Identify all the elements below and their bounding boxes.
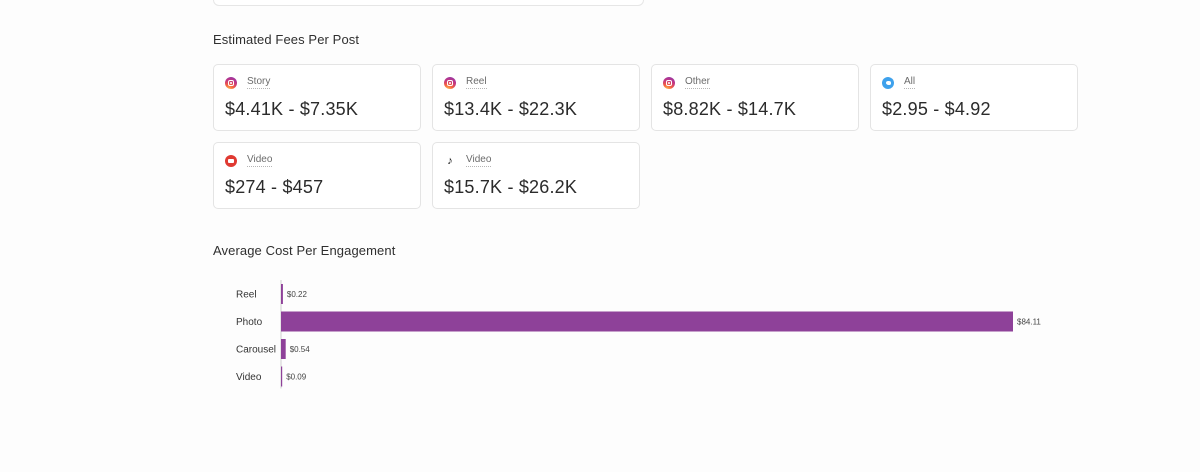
twitter-icon (882, 76, 894, 89)
cost-per-engagement-chart: Reel $0.22 Photo $84.11 Carousel $0.54 Video $0… (213, 278, 1113, 390)
fee-range: $13.4K - $22.3K (444, 99, 578, 119)
instagram-icon (444, 76, 456, 89)
category-label: Reel (236, 290, 257, 301)
fee-card-twitter-all[interactable]: All $2.95 - $4.92 (870, 64, 1078, 131)
bar-carousel[interactable] (281, 339, 286, 359)
fee-range: $274 - $457 (225, 177, 324, 197)
fees-section-title: Estimated Fees Per Post (213, 32, 360, 47)
value-label: $0.09 (286, 373, 307, 382)
fee-type-label[interactable]: Reel (466, 76, 487, 89)
fee-type-label[interactable]: Video (247, 154, 273, 167)
fee-card-instagram-story[interactable]: Story $4.41K - $7.35K (213, 64, 421, 131)
previous-card-edge (213, 0, 644, 6)
instagram-icon (663, 76, 675, 89)
fee-card-instagram-other[interactable]: Other $8.82K - $14.7K (651, 64, 859, 131)
fee-range: $2.95 - $4.92 (882, 99, 991, 119)
fee-type-label[interactable]: Story (247, 76, 271, 89)
category-label: Video (236, 372, 262, 383)
value-label: $84.11 (1017, 318, 1041, 327)
fee-card-youtube-video[interactable]: Video $274 - $457 (213, 142, 421, 209)
youtube-icon (225, 154, 237, 167)
bar-chart-svg: Reel $0.22 Photo $84.11 Carousel $0.54 Video $0… (236, 280, 1041, 389)
fee-card-tiktok-video[interactable]: ♪ Video $15.7K - $26.2K (432, 142, 640, 209)
engagement-section-title: Average Cost Per Engagement (213, 243, 396, 258)
fee-range: $8.82K - $14.7K (663, 99, 797, 119)
fee-type-label[interactable]: Other (685, 76, 711, 89)
instagram-icon (225, 76, 237, 89)
fee-range: $4.41K - $7.35K (225, 99, 359, 119)
fee-type-label[interactable]: All (904, 76, 916, 89)
fee-range: $15.7K - $26.2K (444, 177, 578, 197)
category-label: Carousel (236, 345, 276, 356)
fee-card-instagram-reel[interactable]: Reel $13.4K - $22.3K (432, 64, 640, 131)
tiktok-icon: ♪ (447, 154, 453, 167)
bar-video[interactable] (281, 366, 283, 387)
category-label: Photo (236, 317, 263, 328)
value-label: $0.54 (290, 345, 311, 354)
fee-type-label[interactable]: Video (466, 154, 492, 167)
bar-reel[interactable] (281, 284, 283, 304)
value-label: $0.22 (287, 290, 308, 299)
bar-photo[interactable] (281, 311, 1013, 332)
